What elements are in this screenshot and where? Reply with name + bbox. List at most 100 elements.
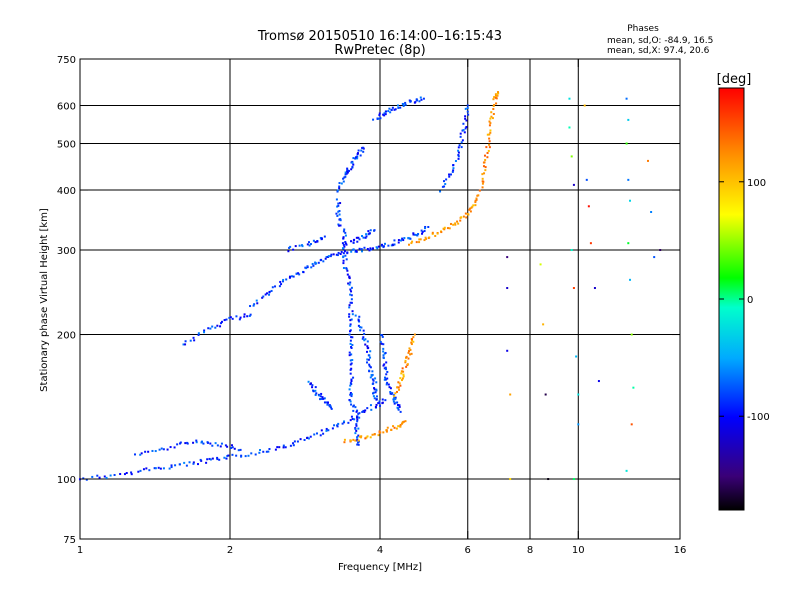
data-point <box>411 338 414 341</box>
data-point <box>457 146 460 149</box>
data-point <box>412 340 415 343</box>
data-point <box>491 117 494 120</box>
data-point <box>448 227 451 230</box>
data-point <box>349 342 352 345</box>
data-point <box>274 448 277 451</box>
data-point <box>394 392 397 395</box>
data-point <box>377 402 380 405</box>
data-point <box>223 319 226 322</box>
data-point <box>357 439 360 442</box>
data-point <box>295 272 298 275</box>
x-tick-label: 8 <box>527 545 533 556</box>
data-point <box>356 443 359 446</box>
data-point <box>403 237 406 240</box>
data-point <box>495 93 498 96</box>
data-point <box>392 244 395 247</box>
data-point <box>169 446 172 449</box>
data-point <box>464 127 467 130</box>
data-point <box>488 137 491 140</box>
data-point <box>162 448 165 451</box>
data-point <box>434 234 437 237</box>
data-point <box>249 313 252 316</box>
data-point <box>392 398 395 401</box>
data-point <box>322 260 325 263</box>
data-point <box>363 411 366 414</box>
data-point <box>352 409 355 412</box>
data-point <box>346 273 349 276</box>
data-point <box>418 238 421 241</box>
y-axis-label: Stationary phase Virtual Height [km] <box>39 208 50 392</box>
noise-point <box>575 355 578 358</box>
data-point <box>324 257 327 260</box>
data-point <box>375 389 378 392</box>
data-point <box>327 429 330 432</box>
data-point <box>323 401 326 404</box>
data-point <box>352 404 355 407</box>
data-point <box>349 400 352 403</box>
data-point <box>325 401 328 404</box>
data-point <box>399 423 402 426</box>
data-point <box>317 261 320 264</box>
data-point <box>184 343 187 346</box>
data-point <box>398 405 401 408</box>
data-point <box>350 367 353 370</box>
data-point <box>355 423 358 426</box>
data-point <box>397 106 400 109</box>
data-point <box>330 253 333 256</box>
data-point <box>231 317 234 320</box>
data-point <box>342 267 345 270</box>
noise-point <box>632 386 635 389</box>
data-point <box>166 448 169 451</box>
data-point <box>289 444 292 447</box>
data-point <box>373 433 376 436</box>
data-point <box>348 304 351 307</box>
data-point <box>389 387 392 390</box>
data-point <box>345 172 348 175</box>
data-point <box>348 283 351 286</box>
y-tick-label: 400 <box>57 186 76 197</box>
data-point <box>364 338 367 341</box>
data-point <box>266 292 269 295</box>
data-point <box>342 243 345 246</box>
data-point <box>379 404 381 407</box>
data-point <box>409 237 412 240</box>
data-point <box>348 306 351 309</box>
data-point <box>410 242 413 245</box>
data-point <box>352 157 355 160</box>
data-point <box>315 392 318 395</box>
data-point <box>427 226 430 229</box>
data-point <box>369 350 372 353</box>
data-point <box>265 450 268 453</box>
data-point <box>402 375 405 378</box>
data-point <box>367 358 370 361</box>
data-point <box>457 151 460 154</box>
data-point <box>346 169 349 172</box>
data-point <box>390 244 393 247</box>
data-point <box>298 244 301 247</box>
data-point <box>393 243 396 246</box>
data-point <box>482 165 485 168</box>
data-point <box>199 458 202 461</box>
data-point <box>307 437 310 440</box>
data-point <box>350 345 353 348</box>
data-point <box>383 378 386 381</box>
data-point <box>399 239 402 242</box>
x-tick-label: 4 <box>377 545 383 556</box>
data-point <box>401 421 404 424</box>
data-point <box>410 352 413 355</box>
data-point <box>335 253 338 256</box>
noise-point <box>627 178 630 181</box>
data-point <box>214 326 217 329</box>
noise-point <box>625 142 628 145</box>
data-point <box>355 410 358 413</box>
noise-point <box>659 249 662 252</box>
data-point <box>250 452 253 455</box>
noise-point <box>583 104 586 107</box>
data-point <box>162 467 165 470</box>
data-point <box>343 441 346 444</box>
data-point <box>456 220 459 223</box>
data-point <box>371 382 374 385</box>
data-point <box>268 448 271 451</box>
data-point <box>409 348 412 351</box>
data-point <box>231 453 234 456</box>
